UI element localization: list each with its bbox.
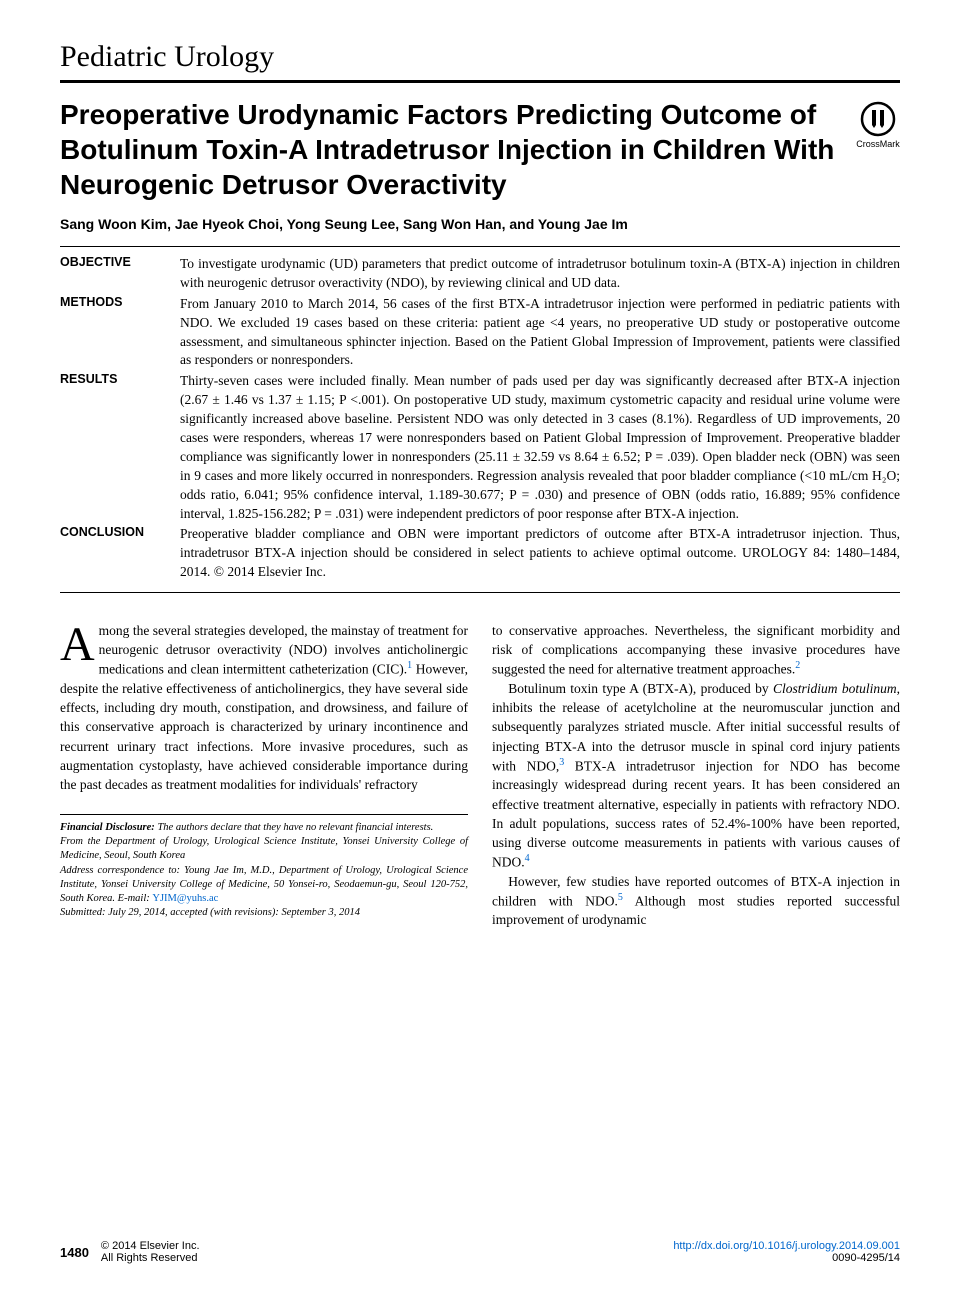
issn: 0090-4295/14 (832, 1252, 900, 1264)
footer-right: http://dx.doi.org/10.1016/j.urology.2014… (673, 1240, 900, 1264)
abstract-text-objective: To investigate urodynamic (UD) parameter… (180, 255, 900, 293)
body-paragraph: However, few studies have reported outco… (492, 872, 900, 930)
authors: Sang Woon Kim, Jae Hyeok Choi, Yong Seun… (60, 216, 900, 232)
dropcap: A (60, 621, 99, 666)
abstract-label-results: RESULTS (60, 372, 180, 523)
crossmark-icon (860, 101, 896, 137)
correspondence: Address correspondence to: Young Jae Im,… (60, 864, 468, 907)
abstract-text-results: Thirty-seven cases were included finally… (180, 372, 900, 523)
column-left: Among the several strategies developed, … (60, 621, 468, 930)
citation-ref[interactable]: 2 (795, 660, 800, 671)
crossmark-label: CrossMark (856, 139, 900, 149)
financial-disclosure: Financial Disclosure: The authors declar… (60, 821, 468, 835)
footer-left: 1480 © 2014 Elsevier Inc. All Rights Res… (60, 1240, 200, 1264)
page-number: 1480 (60, 1245, 89, 1260)
article-title: Preoperative Urodynamic Factors Predicti… (60, 97, 840, 202)
body-paragraph: Botulinum toxin type A (BTX-A), produced… (492, 679, 900, 872)
correspondence-email[interactable]: YJIM@yuhs.ac (152, 893, 218, 904)
abstract-text-methods: From January 2010 to March 2014, 56 case… (180, 295, 900, 371)
abstract-block: OBJECTIVE To investigate urodynamic (UD)… (60, 246, 900, 593)
affiliation: From the Department of Urology, Urologic… (60, 835, 468, 863)
body-columns: Among the several strategies developed, … (60, 621, 900, 930)
citation-ref[interactable]: 4 (525, 853, 530, 864)
body-paragraph: to conservative approaches. Nevertheless… (492, 621, 900, 679)
abstract-label-objective: OBJECTIVE (60, 255, 180, 293)
footer-copyright: © 2014 Elsevier Inc. All Rights Reserved (101, 1240, 200, 1264)
section-header: Pediatric Urology (60, 40, 900, 83)
page-footer: 1480 © 2014 Elsevier Inc. All Rights Res… (60, 1240, 900, 1264)
abstract-text-conclusion: Preoperative bladder compliance and OBN … (180, 525, 900, 582)
abstract-label-methods: METHODS (60, 295, 180, 371)
abstract-label-conclusion: CONCLUSION (60, 525, 180, 582)
body-paragraph: Among the several strategies developed, … (60, 621, 468, 794)
footnotes: Financial Disclosure: The authors declar… (60, 814, 468, 920)
title-row: Preoperative Urodynamic Factors Predicti… (60, 97, 900, 202)
column-right: to conservative approaches. Nevertheless… (492, 621, 900, 930)
doi-link[interactable]: http://dx.doi.org/10.1016/j.urology.2014… (673, 1240, 900, 1252)
submitted-date: Submitted: July 29, 2014, accepted (with… (60, 906, 468, 920)
crossmark-badge[interactable]: CrossMark (856, 101, 900, 149)
